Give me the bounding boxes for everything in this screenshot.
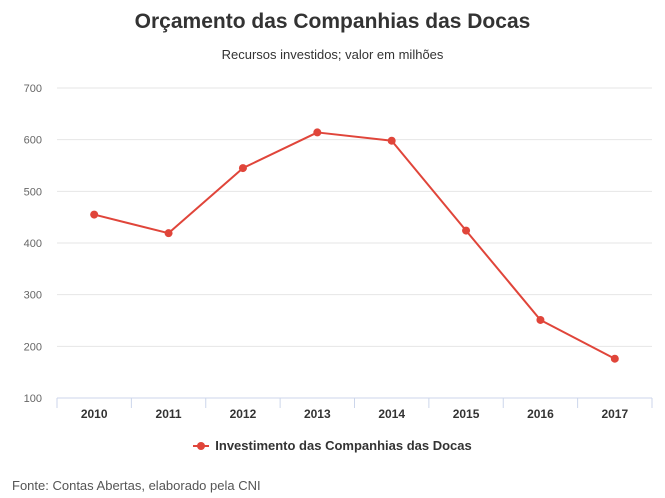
data-point bbox=[238, 164, 247, 173]
data-point bbox=[313, 128, 322, 137]
series-line bbox=[93, 131, 616, 360]
y-tick-label: 100 bbox=[24, 393, 42, 405]
series-group bbox=[90, 128, 619, 363]
x-tick-label: 2017 bbox=[601, 407, 628, 421]
y-axis-ticks: 100 200 300 400 500 600 700 bbox=[24, 83, 42, 405]
data-point bbox=[610, 354, 619, 363]
y-tick-label: 600 bbox=[24, 135, 42, 147]
y-tick-label: 500 bbox=[24, 186, 42, 198]
x-tick-label: 2010 bbox=[81, 407, 108, 421]
data-point bbox=[90, 210, 99, 219]
x-tick-label: 2014 bbox=[378, 407, 405, 421]
chart-title: Orçamento das Companhias das Docas bbox=[134, 10, 531, 33]
x-tick-label: 2016 bbox=[527, 407, 554, 421]
legend-label: Investimento das Companhias das Docas bbox=[215, 438, 472, 453]
data-point bbox=[462, 226, 471, 235]
x-axis-ticks: 2010 2011 2012 2013 2014 2015 2016 2017 bbox=[81, 407, 629, 421]
source-note: Fonte: Contas Abertas, elaborado pela CN… bbox=[12, 478, 261, 493]
y-tick-label: 700 bbox=[24, 83, 42, 95]
x-tick-label: 2012 bbox=[230, 407, 257, 421]
gridlines bbox=[57, 87, 652, 347]
data-point bbox=[387, 136, 396, 145]
x-tick-label: 2015 bbox=[453, 407, 480, 421]
legend[interactable]: Investimento das Companhias das Docas bbox=[0, 438, 665, 453]
data-point bbox=[536, 315, 545, 324]
x-tick-label: 2011 bbox=[156, 407, 182, 421]
x-axis bbox=[56, 397, 653, 408]
legend-marker-icon bbox=[193, 441, 210, 451]
chart-subtitle: Recursos investidos; valor em milhões bbox=[221, 47, 444, 62]
x-tick-label: 2013 bbox=[304, 407, 331, 421]
y-tick-label: 400 bbox=[24, 238, 42, 250]
y-tick-label: 200 bbox=[24, 341, 42, 353]
y-tick-label: 300 bbox=[24, 290, 42, 302]
data-point bbox=[164, 229, 173, 238]
